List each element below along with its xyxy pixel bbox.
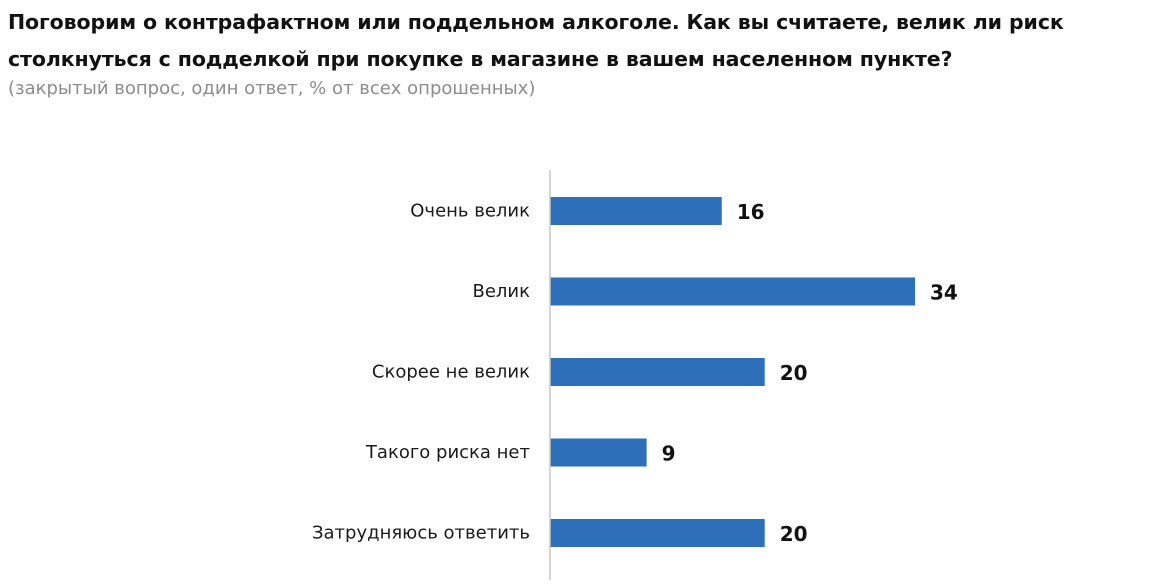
category-label: Затрудняюсь ответить <box>312 523 530 544</box>
category-label: Такого риска нет <box>365 442 530 463</box>
category-label: Очень велик <box>410 201 530 222</box>
bar <box>550 197 722 225</box>
category-label: Скорее не велик <box>372 362 530 383</box>
value-label: 34 <box>930 281 958 305</box>
bar <box>550 277 915 306</box>
value-label: 9 <box>662 442 676 466</box>
chart-title: Поговорим о контрафактном или поддельном… <box>8 10 1064 71</box>
bar <box>550 438 647 467</box>
bar <box>550 519 765 547</box>
category-label: Велик <box>473 281 531 302</box>
chart-subtitle: (закрытый вопрос, один ответ, % от всех … <box>8 78 536 99</box>
bar <box>550 358 765 386</box>
value-label: 16 <box>737 200 765 224</box>
value-label: 20 <box>780 361 808 385</box>
value-label: 20 <box>780 522 808 546</box>
